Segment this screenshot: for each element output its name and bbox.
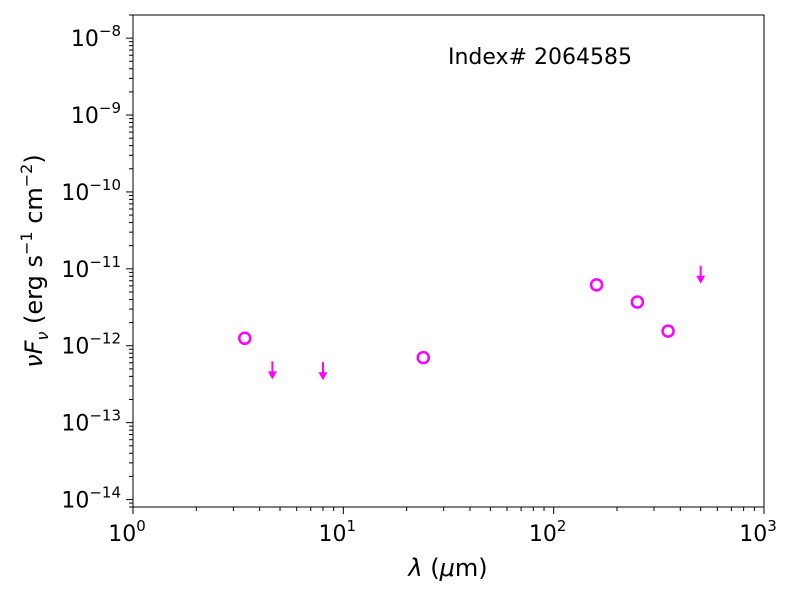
upper-limit-arrow xyxy=(318,362,328,381)
x-tick-label: 102 xyxy=(529,517,567,547)
y-tick-label: 10−10 xyxy=(61,176,121,206)
y-tick-label: 10−8 xyxy=(71,22,121,52)
x-tick-label: 100 xyxy=(108,517,146,547)
detection-point xyxy=(416,350,431,365)
y-tick-label: 10−13 xyxy=(61,407,121,437)
y-tick-label: 10−11 xyxy=(61,253,121,283)
detection-point xyxy=(630,295,645,309)
upper-limit-arrow xyxy=(696,265,706,284)
y-axis-label: νFν (erg s−1 cm−2) xyxy=(17,154,52,368)
detection-point xyxy=(238,331,252,346)
upper-limit-arrow xyxy=(267,361,277,380)
y-tick-label: 10−9 xyxy=(71,99,121,129)
data-points xyxy=(238,265,706,381)
upper-limit-arrow-head xyxy=(696,275,706,284)
detection-point xyxy=(661,324,675,338)
index-annotation: Index# 2064585 xyxy=(448,45,632,70)
y-tick-label: 10−14 xyxy=(61,484,121,514)
y-axis-ticks: 10−14 10−13 10−12 10−11 10−10 10−9 10−8 xyxy=(61,14,133,514)
upper-limit-arrow-head xyxy=(318,372,328,381)
detection-point xyxy=(589,278,604,292)
plot-area xyxy=(132,14,765,508)
x-tick-label: 103 xyxy=(739,517,777,547)
x-axis-label: λ (μm) xyxy=(406,554,487,582)
upper-limit-arrow-head xyxy=(267,371,277,380)
y-tick-label: 10−12 xyxy=(61,330,121,360)
x-axis-ticks: 100 101 102 103 xyxy=(108,507,777,547)
x-tick-label: 101 xyxy=(319,517,357,547)
